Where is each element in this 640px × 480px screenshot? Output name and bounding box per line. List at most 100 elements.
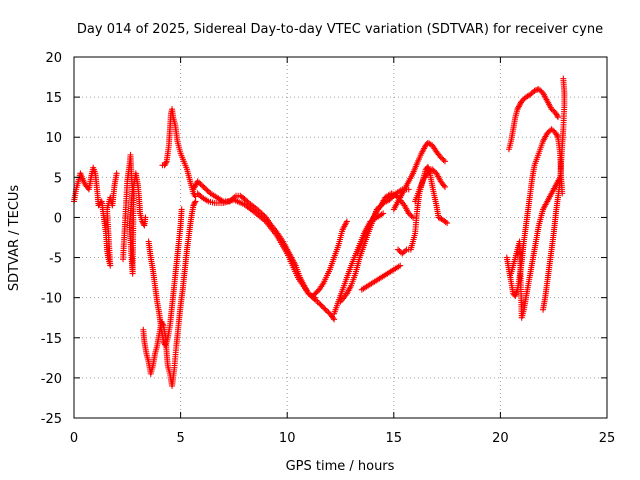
data-point [313,289,320,296]
data-point [162,160,169,167]
y-tick-label: 10 [45,131,62,146]
data-point [194,178,201,185]
y-tick-label: 20 [45,51,62,66]
data-point [196,191,203,198]
data-point [312,290,319,297]
data-point [316,300,323,307]
data-point [430,167,437,174]
data-point [409,214,416,221]
series-track-m [390,139,448,213]
data-point [399,250,406,257]
data-point [442,218,449,225]
data-point [323,308,330,315]
y-tick-label: -25 [41,412,62,427]
data-point [161,162,168,169]
data-point [197,181,204,188]
series-track-g [194,190,318,301]
data-point [549,127,556,134]
data-point [241,195,248,202]
y-tick-label: -20 [41,372,62,387]
data-point [560,75,567,82]
data-point [520,96,527,103]
data-point [321,305,328,312]
x-tick-label: 10 [279,431,296,446]
data-point [320,304,327,311]
plot-frame [73,56,608,419]
data-point [389,194,396,201]
data-point [554,132,561,139]
data-point [553,111,560,118]
data-point [400,249,407,256]
data-point [330,314,337,321]
y-tick-label: -15 [41,332,62,347]
x-tick-label: 25 [599,431,616,446]
data-point [397,262,404,269]
data-point [178,206,185,213]
series-track-b [120,151,149,277]
data-point [191,199,198,206]
data-point [444,220,451,227]
data-point [163,159,170,166]
data-point [554,114,561,121]
data-point [552,130,559,137]
data-point [517,100,524,107]
data-point [439,155,446,162]
data-point [552,110,559,117]
data-point [516,102,523,109]
data-point [515,104,522,111]
data-point [142,214,149,221]
x-tick-label: 20 [492,431,509,446]
data-point [441,158,448,165]
data-point [331,316,338,323]
series-track-s [540,75,568,313]
x-tick-label: 0 [70,431,78,446]
data-point [197,193,204,200]
data-point [548,106,555,113]
data-point [426,168,433,175]
data-point [190,202,197,209]
data-point [405,186,412,193]
series-track-r [508,174,564,321]
data-point [396,247,403,254]
x-tick-label: 15 [386,431,403,446]
data-point [244,198,251,205]
series-track-c [140,198,199,389]
data-point [317,301,324,308]
data-point [322,306,329,313]
data-point [544,130,551,137]
data-points [71,75,568,389]
data-point [390,192,397,199]
data-point [515,103,522,110]
y-axis-label: SDTVAR / TECUs [7,185,22,292]
data-point [204,187,211,194]
data-point [196,179,203,186]
data-point [201,185,208,192]
data-point [380,210,387,217]
data-point [440,182,447,189]
series-track-e [159,106,199,200]
y-tick-label: 5 [54,171,62,186]
data-point [405,210,412,217]
series-track-o [412,166,448,205]
data-point [343,218,350,225]
data-point [440,156,447,163]
data-point [408,213,415,220]
data-point [191,201,198,208]
data-point [386,196,393,203]
data-point [548,126,555,133]
data-point [113,170,120,177]
data-point [514,106,521,113]
axis-ticks: 0 5 10 15 20 25 -25 -20 -15 -10 -5 0 5 10 15 20 [41,51,616,446]
data-point [424,170,431,177]
y-tick-label: -10 [41,292,62,307]
chart-title: Day 014 of 2025, Sidereal Day-to-day VTE… [77,22,603,37]
series-track-p [505,86,561,153]
y-tick-label: -5 [49,252,62,267]
series-track-h [309,218,350,300]
data-point [553,131,560,138]
data-point [140,221,147,228]
data-point [437,154,444,161]
data-point [242,197,249,204]
data-point [198,182,205,189]
